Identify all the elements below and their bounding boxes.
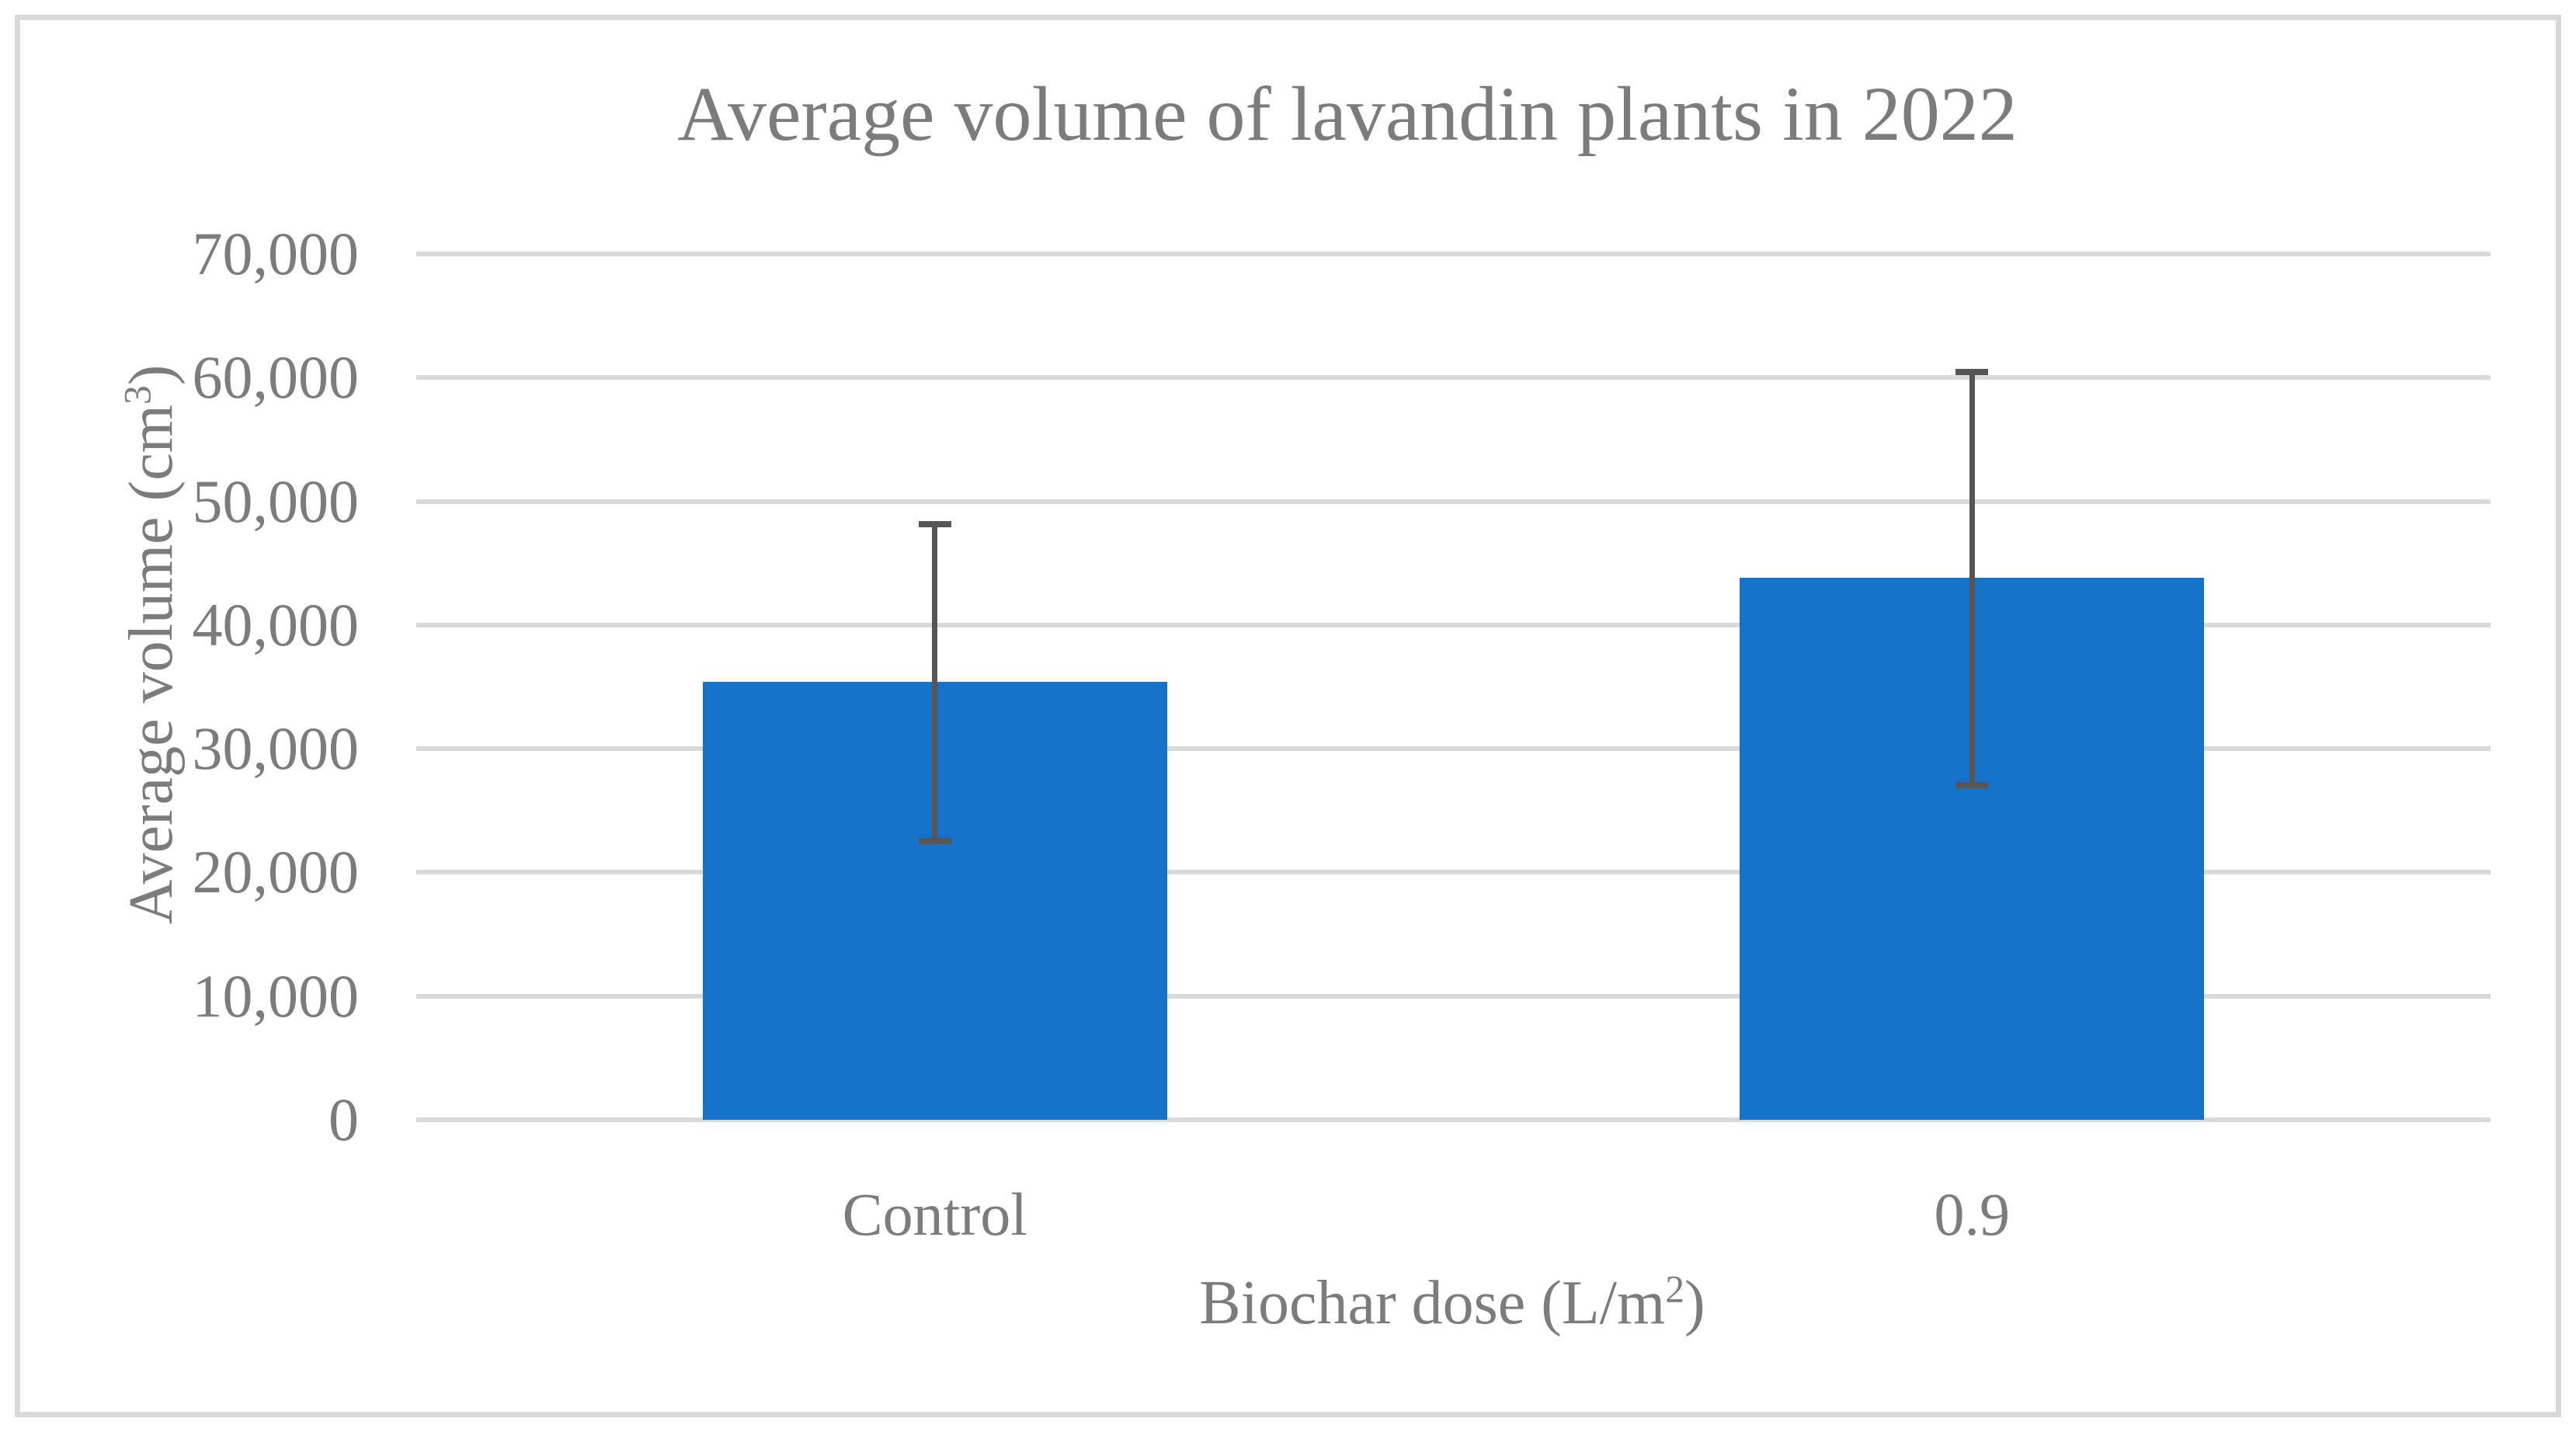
y-tick-label-60000: 60,000 (192, 343, 360, 412)
gridline-70000 (416, 252, 2491, 256)
y-tick-label-50000: 50,000 (192, 467, 360, 535)
error-bar-cap-bottom-control (918, 837, 951, 844)
gridline-50000 (416, 499, 2491, 504)
gridline-0 (416, 1117, 2491, 1122)
x-category-label-0-9: 0.9 (1934, 1180, 2011, 1248)
y-tick-label-10000: 10,000 (192, 961, 360, 1030)
y-axis-tick-labels: 70,000 60,000 50,000 40,000 30,000 20,000 10,0… (116, 223, 360, 1151)
gridline-10000 (416, 993, 2491, 999)
x-axis-title-close-paren: ) (1684, 1269, 1705, 1337)
x-axis-title-text: Biochar dose (L/m (1199, 1269, 1666, 1337)
y-tick-label-70000: 70,000 (192, 220, 360, 287)
gridline-20000 (416, 870, 2491, 875)
plot-area (416, 252, 2491, 1122)
error-bar-line-control (932, 523, 938, 840)
error-bar-cap-bottom-0-9 (1955, 781, 1989, 788)
gridline-40000 (416, 622, 2491, 627)
gridline-60000 (416, 375, 2491, 381)
gridline-30000 (416, 746, 2491, 752)
chart-title: Average volume of lavandin plants in 202… (677, 71, 2018, 157)
error-bar-line-0-9 (1969, 371, 1975, 785)
y-tick-label-20000: 20,000 (192, 838, 360, 906)
y-tick-label-0: 0 (329, 1086, 359, 1153)
error-bar-cap-top-control (918, 520, 951, 527)
x-axis-title: Biochar dose (L/m2) (1199, 1270, 1705, 1336)
error-bar-cap-top-0-9 (1955, 368, 1989, 375)
y-tick-label-30000: 30,000 (192, 714, 360, 783)
chart-border (15, 15, 2561, 1417)
x-axis-category-labels: Control 0.9 (416, 1182, 2491, 1252)
x-category-label-control: Control (842, 1180, 1027, 1248)
y-tick-label-40000: 40,000 (192, 590, 360, 659)
x-axis-title-superscript: 2 (1665, 1267, 1684, 1311)
